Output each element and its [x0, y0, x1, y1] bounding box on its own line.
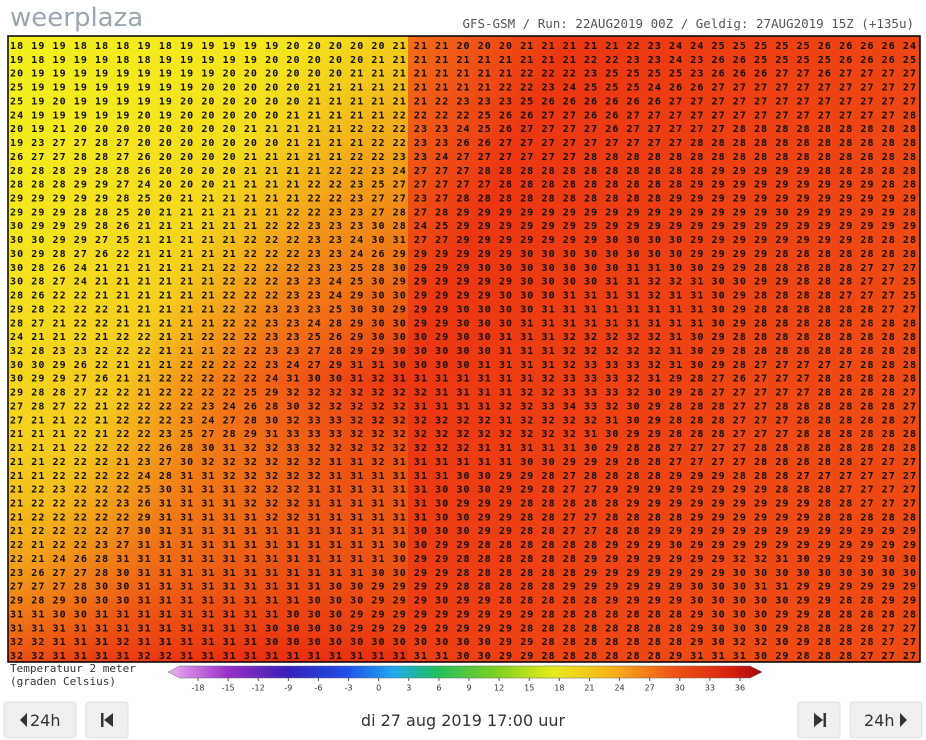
temperature-row: 31 31 30 30 31 31 31 31 31 31 31 31 31 3… [10, 609, 916, 620]
colorbar-tick-label: 3 [406, 684, 411, 693]
prev-24h-label: 24h [30, 711, 61, 730]
icon [823, 713, 826, 727]
temperature-row: 27 28 27 22 21 22 22 22 22 23 24 26 28 3… [10, 401, 916, 412]
colorbar-tick-label: 0 [376, 684, 381, 693]
colorbar-tick-label: 18 [554, 684, 564, 693]
temperature-row: 19 18 19 19 19 18 18 19 19 19 19 19 20 2… [10, 55, 916, 66]
prev-24h-button[interactable] [3, 701, 77, 739]
temperature-row: 30 29 29 29 28 26 21 21 21 21 21 21 22 2… [10, 221, 916, 232]
temperature-row: 30 28 26 24 21 21 21 21 21 21 22 22 22 2… [10, 263, 916, 274]
run-info: GFS-GSM / Run: 22AUG2019 00Z / Geldig: 2… [462, 16, 914, 31]
colorbar-tick-label: 30 [675, 684, 685, 693]
colorbar-tick-label: -9 [284, 684, 292, 693]
colorbar-tick-label: -6 [314, 684, 322, 693]
temperature-row: 28 27 21 22 22 21 21 21 21 21 22 22 23 2… [10, 318, 916, 329]
temperature-row: 32 28 23 23 22 22 22 21 21 21 22 22 23 2… [10, 346, 916, 357]
temperature-row: 29 28 28 27 22 22 21 22 22 22 22 25 29 3… [10, 388, 916, 399]
next-24h-label: 24h [864, 711, 895, 730]
icon [101, 713, 104, 727]
temperature-row: 21 22 22 22 22 27 30 31 31 31 31 31 31 3… [10, 526, 916, 537]
temperature-row: 30 30 29 26 22 21 21 21 22 22 22 22 23 2… [10, 360, 916, 371]
legend-title: Temperatuur 2 meter [10, 662, 136, 675]
temperature-row: 21 21 22 22 22 22 24 28 31 31 32 32 32 3… [10, 471, 916, 482]
map-border [7, 35, 921, 663]
temperature-row: 25 19 20 19 19 19 19 19 20 20 20 20 20 2… [10, 96, 916, 107]
temperature-row: 30 28 27 24 21 21 21 21 21 21 22 22 22 2… [10, 277, 916, 288]
temperature-row: 25 19 19 19 19 19 19 19 19 20 20 20 20 2… [10, 83, 916, 94]
colorbar-tick-label: -15 [222, 684, 235, 693]
temperature-row: 27 21 21 22 21 22 22 22 23 24 27 28 30 3… [10, 415, 916, 426]
colorbar-tick-label: -12 [252, 684, 265, 693]
temperature-row: 24 21 21 22 21 22 22 21 21 22 22 22 23 2… [10, 332, 916, 343]
legend-subtitle: (graden Celsius) [10, 675, 116, 688]
temperature-row: 20 19 21 20 20 20 20 20 20 20 20 21 21 2… [10, 124, 916, 135]
temperature-row: 30 30 29 29 27 25 21 21 21 21 21 22 22 2… [10, 235, 916, 246]
colorbar-tick-label: 36 [735, 684, 745, 693]
colorbar-tick-label: -3 [345, 684, 353, 693]
temperature-row: 21 21 21 22 21 22 22 23 25 27 28 29 31 3… [10, 429, 916, 440]
temperature-row: 28 28 28 29 29 27 24 20 20 20 21 21 21 2… [10, 180, 916, 191]
icon [814, 713, 823, 727]
temperature-row: 22 21 22 22 23 27 31 31 31 31 31 31 31 3… [10, 540, 916, 551]
icon [104, 713, 113, 727]
temperature-row: 21 22 22 22 22 22 29 31 31 31 31 31 32 3… [10, 512, 916, 523]
temperature-row: 26 27 27 28 28 27 26 20 20 20 20 21 21 2… [10, 152, 916, 163]
logo: weerplaza [10, 3, 143, 33]
map-field-west [8, 36, 408, 662]
colorbar-tick-label: 15 [524, 684, 534, 693]
temperature-row: 28 26 22 22 21 21 21 21 21 21 22 22 22 2… [10, 291, 916, 302]
temperature-row: 32 32 31 31 31 32 31 31 31 31 31 31 30 3… [10, 637, 916, 648]
arrow-left [20, 713, 27, 727]
temperature-row: 28 28 28 29 28 28 26 20 20 20 20 21 21 2… [10, 166, 916, 177]
temperature-row: 21 21 22 22 22 21 23 27 30 32 32 32 32 3… [10, 457, 916, 468]
colorbar-tick-label: 6 [436, 684, 441, 693]
colorbar-tick-label: 21 [584, 684, 594, 693]
colorbar-tick-label: -18 [191, 684, 204, 693]
date-label: di 27 aug 2019 17:00 uur [361, 711, 566, 730]
colorbar-tick-label: 12 [494, 684, 504, 693]
temperature-row: 24 19 19 19 19 19 20 19 20 20 20 20 20 2… [10, 110, 916, 121]
temperature-row: 32 32 31 31 31 31 32 32 31 31 31 31 31 3… [10, 651, 916, 662]
colorbar-tick-label: 27 [645, 684, 655, 693]
temperature-row: 22 21 24 26 28 31 31 31 31 31 31 31 31 3… [10, 554, 916, 565]
temperature-row: 29 28 29 30 30 30 31 31 31 31 31 31 31 3… [10, 596, 916, 607]
temperature-row: 19 23 27 27 28 27 20 20 20 20 20 20 20 2… [10, 138, 916, 149]
colorbar-tick-label: 33 [705, 684, 715, 693]
temperature-row: 29 29 29 29 29 28 25 20 21 21 21 21 21 2… [10, 194, 916, 205]
temperature-row: 21 22 23 22 22 22 25 30 31 31 31 32 32 3… [10, 485, 916, 496]
temperature-row: 21 22 22 22 22 23 26 31 31 31 31 32 32 3… [10, 499, 916, 510]
colorbar [167, 665, 763, 679]
temperature-row: 29 29 29 28 28 25 20 21 21 21 21 21 21 2… [10, 207, 916, 218]
colorbar-tick-label: 9 [466, 684, 471, 693]
temperature-row: 31 31 31 31 31 31 31 31 31 31 31 31 30 3… [10, 623, 916, 634]
arrow-right [900, 713, 907, 727]
colorbar-tick-label: 24 [614, 684, 624, 693]
next-24h-button[interactable] [849, 701, 923, 739]
temperature-row: 21 21 21 22 22 22 22 26 28 30 31 32 32 3… [10, 443, 916, 454]
temperature-row: 30 29 29 27 26 21 21 22 22 22 22 22 24 3… [10, 374, 916, 385]
temperature-row: 18 19 19 18 18 18 19 18 19 19 19 19 19 2… [10, 41, 916, 52]
temperature-row: 29 28 22 22 22 21 21 21 21 21 22 22 23 2… [10, 304, 916, 315]
temperature-row: 23 26 27 27 28 30 31 31 31 31 31 31 31 3… [10, 568, 916, 579]
temperature-row: 20 19 19 19 19 19 19 19 19 19 20 20 20 2… [10, 69, 916, 80]
temperature-row: 27 27 27 28 30 30 31 31 31 31 31 31 31 3… [10, 582, 916, 593]
temperature-row: 30 29 28 27 26 22 21 21 21 21 21 22 22 2… [10, 249, 916, 260]
